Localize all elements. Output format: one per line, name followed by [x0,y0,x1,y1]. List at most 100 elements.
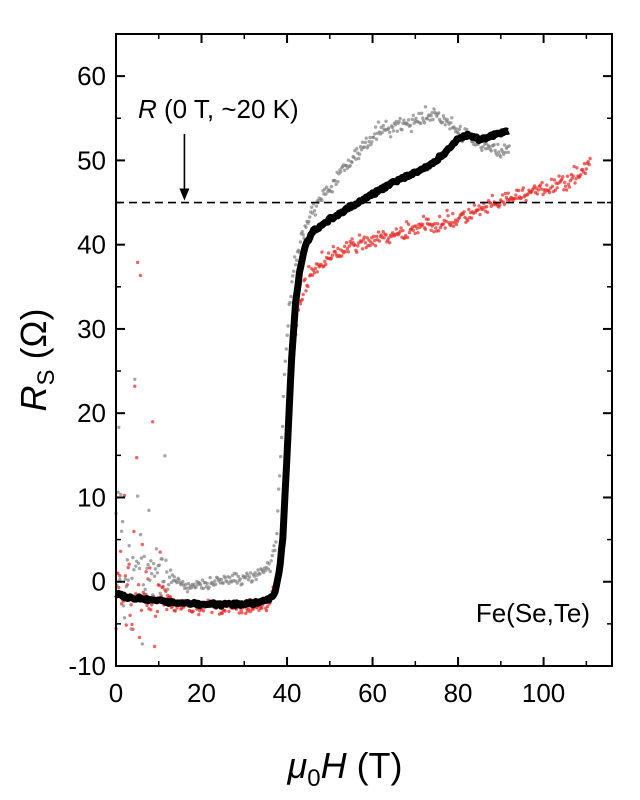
series-1-point [391,129,396,133]
series-1-point [507,144,511,148]
series-0-point [549,177,554,181]
series-0-point [151,420,155,424]
x-tick-label: 80 [444,678,473,708]
series-0-point [407,230,412,235]
series-1-point [137,566,142,571]
series-1-point [376,120,381,124]
series-0-point [312,271,317,275]
series-0-point [571,174,575,178]
series-0-point [132,529,136,534]
series-1-point [175,580,179,585]
series-0-point [587,162,591,167]
series-0-point [452,224,456,228]
series-0-point [344,240,349,245]
series-0-point [331,244,335,249]
series-1-point [423,105,428,109]
series-0-point [304,289,308,293]
series-0-point [481,207,485,211]
series-0-point [540,180,544,185]
series-1-point [238,577,242,581]
series-0-point [436,222,440,226]
series-1-point [268,569,272,574]
series-0-point [485,210,490,215]
series-0-point [472,203,477,207]
series-1-point [235,581,239,585]
series-0-point [126,565,130,570]
series-0-point [467,207,471,212]
series-0-point [315,270,319,274]
series-1-point [300,229,304,234]
series-0-point [538,183,542,187]
series-1-point [381,123,385,128]
series-1-point [368,135,372,140]
series-1-point [140,642,144,646]
series-1-point [168,568,173,572]
series-0-point [373,238,377,243]
series-1-point [503,150,508,155]
series-1-point [336,180,340,184]
series-1-point [422,121,427,125]
series-1-point [289,294,293,299]
series-0-point [165,607,169,612]
series-1-point [253,571,257,575]
series-0-point [119,549,123,553]
series-1-point [288,300,292,305]
series-1-point [192,582,196,586]
series-1-point [240,582,244,586]
series-0-point [355,250,359,254]
series-1-point [254,577,258,582]
series-1-point [373,132,377,136]
series-0-point [116,571,120,576]
series-0-point [265,604,270,609]
series-1-point [324,192,328,196]
series-1-point [342,168,347,172]
series-1-point [221,581,225,585]
series-1-point [363,140,367,145]
series-1-point [279,435,284,440]
series-1-point [380,130,384,135]
series-0-point [451,211,455,216]
series-1-point [154,547,159,551]
series-1-point [339,170,343,174]
series-1-point [281,394,286,399]
series-0-point [454,222,459,227]
series-1-point [223,576,227,580]
series-0-point [437,214,442,219]
series-1-point [370,140,374,144]
series-0-point [347,244,351,248]
series-1-point [395,129,399,133]
series-1-point [158,591,162,595]
sample-label: Fe(Se,Te) [476,598,590,628]
series-0-point [421,214,426,219]
series-1-point [274,540,278,544]
series-0-point [575,166,579,170]
series-0-point [138,273,143,278]
series-0-point [516,188,521,193]
series-0-point [350,237,354,241]
series-1-point [247,575,252,579]
series-0-point [130,622,134,627]
series-0-point [466,218,470,223]
series-0-point [329,256,334,260]
series-0-point [374,234,379,239]
series-1-point [360,140,365,144]
series-1-point [135,494,140,498]
series-1-point [366,144,370,148]
series-1-point [290,280,294,284]
series-1-point [267,562,271,566]
series-1-point [200,578,205,582]
series-0-point [584,167,588,171]
series-1-point [141,583,145,587]
series-0-point [498,203,502,207]
y-axis-title-subscript: S [33,369,60,385]
series-0-point [342,244,347,248]
series-0-point [136,583,141,587]
series-1-point [437,111,441,115]
series-0-point [513,196,517,201]
series-1-point [410,117,414,122]
series-0-point [550,184,555,189]
series-0-point [381,230,385,234]
series-0-point [462,210,466,214]
series-1-point [167,582,171,587]
